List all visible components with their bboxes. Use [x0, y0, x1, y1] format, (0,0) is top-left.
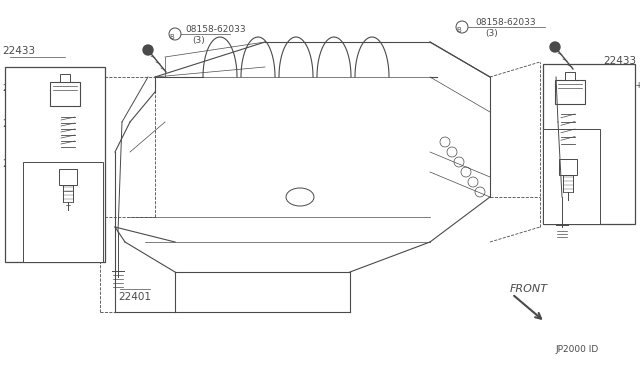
Bar: [23, 162, 103, 262]
Text: 22468: 22468: [2, 119, 35, 129]
Text: (3): (3): [192, 36, 205, 45]
Bar: [565, 72, 575, 80]
Bar: [5, 67, 105, 262]
Text: 08158-62033: 08158-62033: [475, 18, 536, 27]
Text: 22433+A: 22433+A: [2, 84, 44, 93]
Bar: [543, 129, 600, 224]
Bar: [555, 80, 585, 104]
Text: B: B: [170, 34, 174, 40]
Bar: [59, 169, 77, 185]
Bar: [543, 64, 635, 224]
Text: (3): (3): [485, 29, 498, 38]
Text: 22401: 22401: [118, 292, 151, 302]
Bar: [60, 74, 70, 82]
Text: JP2000 ID: JP2000 ID: [555, 345, 598, 354]
Text: 22433+A: 22433+A: [607, 81, 640, 90]
Text: 22433: 22433: [603, 56, 636, 66]
Text: 22401: 22401: [603, 213, 636, 223]
Text: B: B: [456, 27, 461, 33]
Bar: [559, 159, 577, 175]
Bar: [50, 82, 80, 106]
Text: 22465: 22465: [2, 159, 35, 169]
Circle shape: [143, 45, 153, 55]
Text: 22468: 22468: [550, 112, 583, 122]
Text: 22465: 22465: [603, 143, 636, 153]
Text: 22433: 22433: [2, 46, 35, 56]
Circle shape: [550, 42, 560, 52]
Text: FRONT: FRONT: [510, 284, 548, 294]
Text: 08158-62033: 08158-62033: [185, 25, 246, 34]
